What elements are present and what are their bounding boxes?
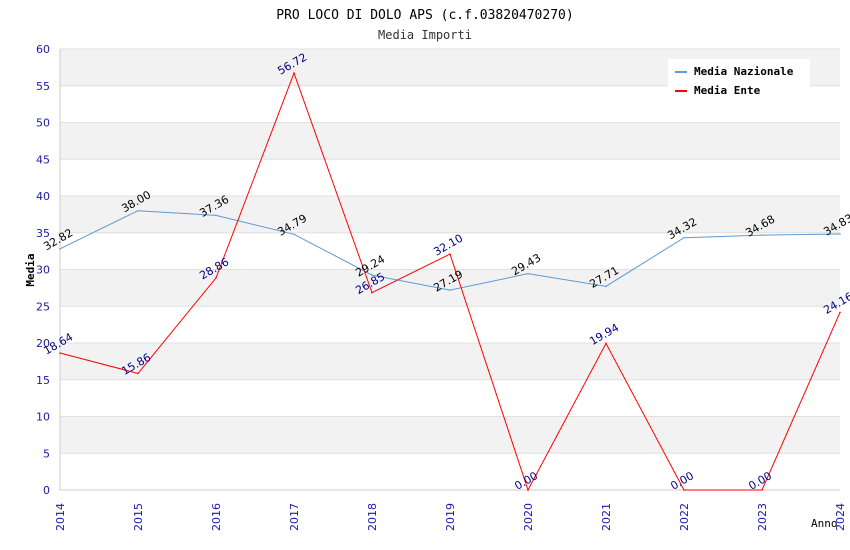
data-point [527,489,529,491]
data-point [449,253,451,255]
x-tick-label: 2014 [54,503,67,531]
data-point [137,372,139,375]
grid-band [60,343,840,380]
x-tick-label: 2018 [366,503,379,531]
chart-subtitle: Media Importi [378,28,472,42]
data-point [215,277,217,279]
data-point [293,233,295,236]
grid-band [60,416,840,454]
x-tick-label: 2024 [834,503,847,531]
grid-band [60,122,840,160]
y-tick-label: 5 [43,447,50,460]
legend-label-media-nazionale: Media Nazionale [694,65,794,78]
x-tick-label: 2021 [600,503,613,531]
data-point [683,489,685,491]
y-tick-label: 60 [36,43,50,56]
y-tick-label: 15 [36,374,50,387]
y-tick-label: 25 [36,300,50,313]
legend-box [668,59,810,100]
data-point [371,274,373,276]
data-point [59,247,61,250]
x-tick-labels: 2014 2015 2016 2017 2018 2019 2020 2021 2022 2023… [54,503,847,531]
data-point [605,342,607,345]
x-tick-label: 2019 [444,503,457,531]
y-tick-label: 45 [36,153,50,166]
chart-title: PRO LOCO DI DOLO APS (c.f.03820470270) [276,8,573,23]
legend: Media Nazionale Media Ente [668,59,810,100]
x-tick-label: 2016 [210,503,223,531]
data-point [371,291,373,294]
x-tick-label: 2015 [132,503,145,531]
x-tick-label: 2020 [522,503,535,531]
grid-band [60,269,840,307]
x-tick-label: 2023 [756,503,769,531]
data-point [683,236,685,239]
x-axis-label: Anno [811,517,838,530]
x-tick-label: 2022 [678,503,691,531]
y-tick-label: 20 [36,337,50,350]
data-label: 0.00 [668,469,696,493]
legend-label-media-ente: Media Ente [694,84,761,97]
y-tick-label: 55 [36,80,50,93]
y-tick-label: 40 [36,190,50,203]
x-tick-label: 2017 [288,503,301,531]
data-point [605,285,607,288]
data-point [59,352,61,354]
series-lines [59,71,841,492]
data-point [137,209,139,212]
y-axis-label: Media [24,253,37,286]
data-label: 0.00 [512,469,540,493]
data-point [449,289,451,291]
grid-band [60,196,840,233]
y-tick-label: 10 [36,411,50,424]
data-point [527,272,529,275]
y-tick-label: 35 [36,227,50,240]
y-tick-label: 30 [36,264,50,277]
y-tick-labels: 0 5 10 15 20 25 30 35 40 45 50 55 60 [36,43,50,497]
y-tick-label: 0 [43,484,50,497]
data-point [839,311,841,314]
plot-bands [60,49,840,454]
data-point [839,233,841,235]
y-tick-label: 50 [36,117,50,130]
data-point [293,72,295,74]
data-point [215,214,217,217]
data-point [761,489,763,491]
data-point [761,234,763,236]
